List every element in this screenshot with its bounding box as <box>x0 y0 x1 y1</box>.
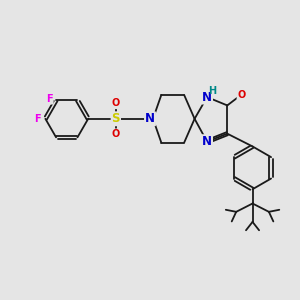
Text: O: O <box>112 98 120 108</box>
Text: N: N <box>145 112 155 125</box>
Text: N: N <box>202 91 212 103</box>
Text: F: F <box>34 114 40 124</box>
Text: S: S <box>112 112 120 125</box>
Text: F: F <box>46 94 53 104</box>
Text: N: N <box>202 135 212 148</box>
Text: O: O <box>237 90 246 100</box>
Text: O: O <box>112 129 120 139</box>
Text: H: H <box>208 86 216 96</box>
